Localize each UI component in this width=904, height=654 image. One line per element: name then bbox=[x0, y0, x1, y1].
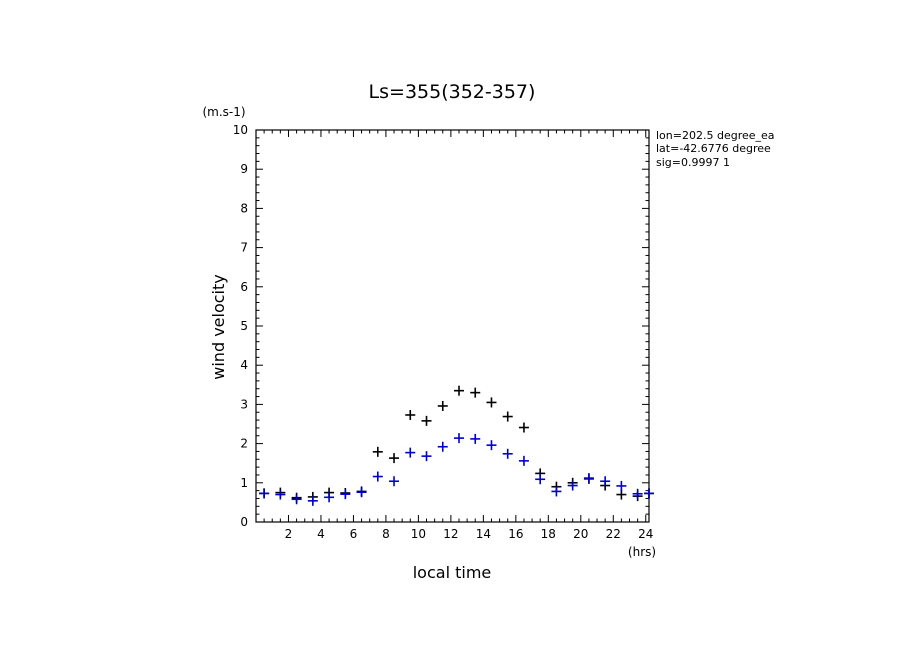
data-point-series-1 bbox=[372, 446, 383, 457]
data-point-series-1 bbox=[437, 400, 448, 411]
x-tick-label: 24 bbox=[638, 527, 653, 541]
data-point-series-2 bbox=[518, 455, 529, 466]
data-point-series-2 bbox=[437, 441, 448, 452]
y-tick-label: 10 bbox=[233, 123, 248, 137]
data-point-series-2 bbox=[600, 476, 611, 487]
data-point-series-2 bbox=[470, 433, 481, 444]
data-point-series-2 bbox=[616, 480, 627, 491]
info-line-lon: lon=202.5 degree_ea bbox=[656, 129, 775, 142]
data-point-series-2 bbox=[291, 494, 302, 505]
data-point-series-1 bbox=[486, 397, 497, 408]
plot-marks bbox=[259, 385, 654, 506]
y-tick-label: 5 bbox=[240, 319, 248, 333]
y-tick-label: 0 bbox=[240, 515, 248, 529]
data-point-series-2 bbox=[421, 451, 432, 462]
data-point-series-2 bbox=[632, 488, 643, 499]
info-line-sig: sig=0.9997 1 bbox=[656, 156, 730, 169]
data-point-series-1 bbox=[518, 422, 529, 433]
x-unit-label: (hrs) bbox=[628, 545, 656, 559]
data-point-series-2 bbox=[551, 486, 562, 497]
x-tick-label: 12 bbox=[443, 527, 458, 541]
x-tick-label: 14 bbox=[476, 527, 491, 541]
x-tick-label: 10 bbox=[411, 527, 426, 541]
info-block: lon=202.5 degree_ea lat=-42.6776 degree … bbox=[656, 129, 775, 169]
data-point-series-2 bbox=[275, 489, 286, 500]
info-line-lat: lat=-42.6776 degree bbox=[656, 142, 771, 155]
x-tick-label: 18 bbox=[541, 527, 556, 541]
data-point-series-2 bbox=[644, 488, 654, 499]
y-tick-label: 2 bbox=[240, 437, 248, 451]
data-point-series-2 bbox=[405, 447, 416, 458]
data-point-series-2 bbox=[307, 495, 318, 506]
data-point-series-2 bbox=[340, 489, 351, 500]
data-point-series-2 bbox=[583, 473, 594, 484]
plot-frame bbox=[255, 129, 650, 523]
data-point-series-1 bbox=[421, 415, 432, 426]
data-point-series-2 bbox=[502, 448, 513, 459]
data-point-series-2 bbox=[535, 474, 546, 485]
y-tick-label: 9 bbox=[240, 162, 248, 176]
y-unit-label: (m.s-1) bbox=[202, 105, 245, 119]
x-tick-label: 16 bbox=[508, 527, 523, 541]
chart-title: Ls=355(352-357) bbox=[369, 81, 536, 103]
y-tick-label: 4 bbox=[240, 358, 248, 372]
y-tick-label: 8 bbox=[240, 201, 248, 215]
data-point-series-2 bbox=[372, 471, 383, 482]
x-tick-label: 6 bbox=[350, 527, 358, 541]
x-tick-label: 20 bbox=[573, 527, 588, 541]
x-tick-label: 4 bbox=[317, 527, 325, 541]
data-point-series-1 bbox=[453, 385, 464, 396]
data-point-series-1 bbox=[470, 387, 481, 398]
y-tick-label: 7 bbox=[240, 241, 248, 255]
x-tick-label: 22 bbox=[606, 527, 621, 541]
data-point-series-2 bbox=[389, 476, 400, 487]
data-point-series-2 bbox=[567, 480, 578, 491]
x-tick-label: 2 bbox=[285, 527, 293, 541]
y-tick-label: 6 bbox=[240, 280, 248, 294]
y-axis-label: wind velocity bbox=[209, 274, 228, 379]
x-axis-label: local time bbox=[413, 563, 492, 582]
data-point-series-2 bbox=[259, 488, 270, 499]
data-point-series-2 bbox=[453, 433, 464, 444]
data-point-series-1 bbox=[502, 411, 513, 422]
x-tick-label: 8 bbox=[382, 527, 390, 541]
data-point-series-2 bbox=[324, 492, 335, 503]
data-point-series-1 bbox=[616, 489, 627, 500]
data-point-series-1 bbox=[405, 409, 416, 420]
data-point-series-2 bbox=[486, 440, 497, 451]
data-point-series-1 bbox=[389, 453, 400, 464]
y-tick-label: 3 bbox=[240, 397, 248, 411]
y-tick-label: 1 bbox=[240, 476, 248, 490]
data-point-series-2 bbox=[356, 487, 367, 498]
